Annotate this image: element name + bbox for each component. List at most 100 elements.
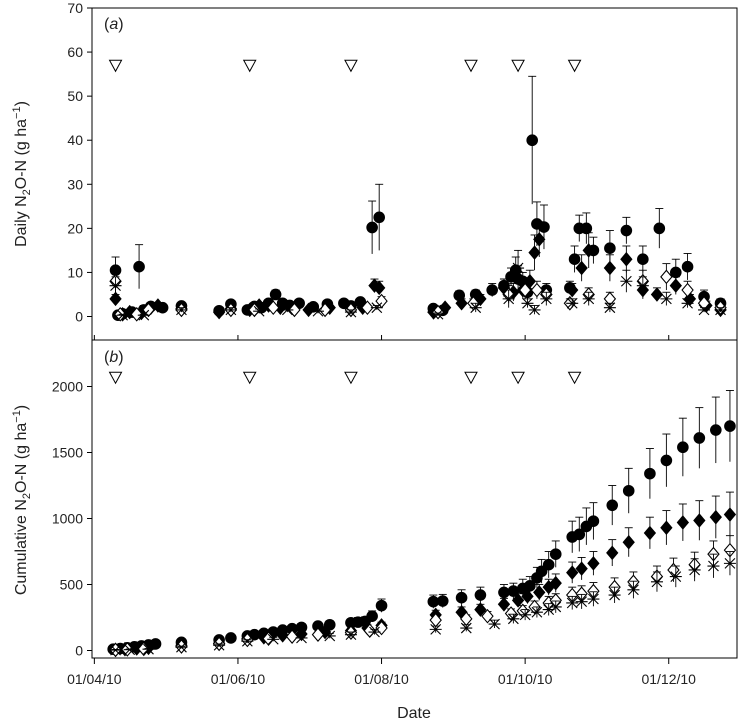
filled-circle-point-a	[637, 253, 649, 266]
filled-circle-point-a	[669, 266, 682, 279]
marks-layer	[107, 59, 737, 658]
filled-circle-point-a	[526, 134, 539, 147]
asterisk-point-b	[723, 557, 736, 569]
filled-circle-point-b	[644, 467, 656, 480]
filled-diamond-point-a	[523, 273, 537, 289]
filled-diamond-point-a	[603, 260, 617, 276]
fertiliser-triangle-a	[108, 59, 123, 73]
filled-circle-point-b	[366, 610, 378, 622]
asterisk-point-a	[566, 297, 579, 309]
filled-diamond-point-b	[497, 597, 511, 612]
filled-circle-point-b	[436, 595, 449, 607]
open-diamond-point-a	[518, 282, 532, 298]
filled-diamond-point-a	[212, 304, 226, 320]
asterisk-point-a	[714, 304, 727, 316]
fertiliser-triangle-a	[344, 59, 358, 73]
asterisk-point-b	[175, 641, 188, 653]
filled-circle-point-b	[622, 484, 635, 497]
fertiliser-triangle-a	[511, 59, 525, 73]
y-tick-label-a: 40	[67, 132, 83, 148]
open-diamond-point-b	[504, 606, 518, 621]
asterisk-point-a	[582, 293, 595, 305]
fertiliser-triangle-a	[464, 59, 478, 73]
filled-circle-point-a	[373, 211, 385, 224]
y-tick-label-b: 0	[75, 643, 83, 659]
x-tick-label: 01/12/10	[641, 671, 696, 687]
filled-diamond-point-b	[276, 628, 289, 643]
fertiliser-triangle-b	[567, 371, 582, 385]
filled-diamond-point-a	[566, 282, 579, 298]
filled-diamond-point-b	[549, 575, 562, 591]
filled-diamond-point-b	[587, 556, 600, 571]
filled-diamond-point-a	[575, 260, 588, 276]
asterisk-point-b	[323, 630, 336, 642]
asterisk-point-b	[109, 644, 122, 656]
asterisk-point-b	[368, 626, 381, 638]
x-tick-label: 01/04/10	[67, 671, 122, 687]
asterisk-point-a	[116, 309, 129, 321]
asterisk-point-b	[460, 622, 473, 634]
x-tick-label: 01/10/10	[498, 671, 553, 687]
asterisk-point-b	[295, 632, 308, 644]
filled-diamond-point-a	[438, 300, 452, 315]
open-diamond-point-a	[267, 300, 280, 316]
asterisk-point-a	[311, 305, 324, 317]
open-diamond-point-a	[681, 282, 694, 298]
panel-label-a: (a)	[104, 16, 124, 33]
asterisk-point-a	[660, 293, 673, 305]
filled-diamond-point-b	[643, 525, 657, 541]
asterisk-point-a	[620, 275, 633, 287]
filled-diamond-point-a	[533, 232, 546, 247]
filled-circle-point-a	[620, 224, 633, 237]
panel-b-frame	[91, 339, 738, 659]
filled-circle-point-b	[677, 441, 689, 454]
x-tick-label: 01/08/10	[354, 671, 409, 687]
filled-circle-point-b	[587, 515, 600, 527]
asterisk-point-a	[603, 302, 616, 314]
asterisk-point-a	[370, 302, 383, 314]
asterisk-point-b	[608, 589, 621, 601]
open-diamond-point-a	[660, 269, 673, 285]
asterisk-point-a	[137, 309, 150, 321]
filled-diamond-point-b	[606, 545, 619, 561]
asterisk-point-b	[507, 613, 520, 625]
asterisk-point-b	[669, 571, 682, 582]
open-diamond-point-b	[375, 620, 388, 636]
y-tick-label-b: 1000	[52, 511, 83, 527]
asterisk-point-a	[636, 280, 649, 292]
filled-diamond-point-a	[109, 291, 122, 307]
filled-circle-point-a	[568, 253, 581, 266]
filled-diamond-point-a	[582, 243, 595, 258]
asterisk-point-a	[540, 293, 553, 305]
filled-circle-point-a	[269, 288, 282, 301]
asterisk-point-a	[512, 262, 525, 274]
y-tick-label-b: 500	[60, 577, 84, 593]
filled-diamond-point-a	[373, 280, 386, 296]
filled-circle-point-b	[498, 586, 510, 599]
y-tick-label-a: 60	[67, 44, 83, 60]
filled-circle-point-b	[225, 632, 237, 644]
filled-diamond-point-a	[455, 296, 468, 311]
filled-circle-point-b	[660, 454, 673, 467]
asterisk-point-a	[281, 304, 294, 316]
filled-diamond-point-b	[622, 534, 635, 550]
fertiliser-triangle-a	[567, 59, 582, 73]
fertiliser-triangle-b	[464, 371, 478, 385]
asterisk-point-b	[707, 560, 720, 572]
asterisk-point-a	[469, 302, 482, 314]
asterisk-point-b	[344, 629, 357, 641]
fertiliser-triangle-b	[344, 371, 358, 385]
filled-diamond-point-a	[620, 251, 633, 267]
filled-diamond-point-a	[151, 298, 165, 313]
asterisk-point-a	[224, 304, 237, 316]
filled-circle-point-b	[549, 548, 562, 560]
open-diamond-point-a	[361, 300, 374, 316]
filled-circle-point-b	[455, 591, 468, 604]
filled-diamond-point-a	[528, 245, 541, 260]
filled-circle-point-a	[580, 222, 593, 235]
fertiliser-triangle-b	[242, 371, 257, 385]
filled-circle-point-b	[693, 432, 706, 444]
axes-layer: 0 10 20 30 40 50 60 70 0 500 1000 1500 2000 01/04/10 0…	[52, 0, 696, 687]
y-tick-label-a: 0	[75, 309, 83, 325]
